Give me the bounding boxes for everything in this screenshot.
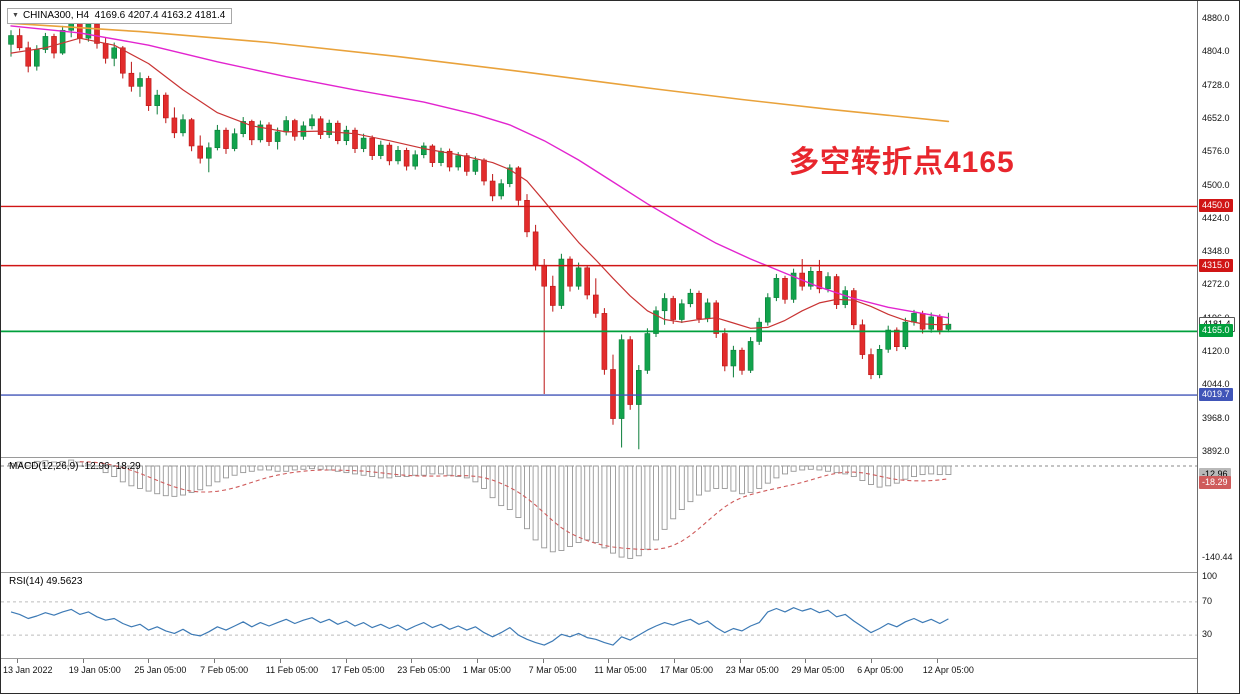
symbol-label-box[interactable]: ▼ CHINA300, H4 4169.6 4207.4 4163.2 4181.… — [7, 8, 233, 24]
time-tick-mark — [214, 659, 216, 663]
time-axis-label: 7 Feb 05:00 — [200, 665, 249, 675]
price-tick-label: 4728.0 — [1202, 79, 1230, 90]
price-tick-label: 4120.0 — [1202, 346, 1230, 357]
time-axis-label: 25 Jan 05:00 — [134, 665, 187, 675]
price-tick-label: 4044.0 — [1202, 379, 1230, 390]
ma-slow-line — [10, 22, 950, 123]
rsi-chart — [1, 601, 1197, 646]
time-tick-mark — [674, 659, 675, 663]
time-tick-mark — [17, 659, 18, 663]
price-tick-label: 4652.0 — [1202, 112, 1230, 123]
candlestick-chart — [1, 18, 1197, 450]
main-chart-pane[interactable]: ▼ CHINA300, H4 4169.6 4207.4 4163.2 4181.… — [1, 1, 1197, 456]
chart-annotation-text: 多空转折点4165 — [789, 146, 1015, 179]
time-tick-mark — [411, 659, 413, 663]
time-axis-label: 13 Jan 2022 — [3, 665, 53, 675]
price-level-tag: 4165.0 — [1199, 324, 1233, 338]
time-axis-label: 6 Apr 05:00 — [857, 665, 904, 675]
price-tick-label: 4424.0 — [1202, 212, 1230, 223]
time-axis-label: 11 Feb 05:00 — [265, 665, 319, 675]
price-level-tag: 4450.0 — [1199, 199, 1233, 213]
symbol-name: CHINA300, H4 — [22, 10, 90, 21]
time-tick-mark — [148, 659, 150, 663]
rsi-tick-label: 100 — [1202, 571, 1218, 581]
price-tick-label: 4576.0 — [1202, 146, 1230, 157]
macd-label: MACD(12,26,9) -12.96 -18.29 — [9, 461, 141, 472]
price-tick-label: 4348.0 — [1202, 246, 1230, 257]
time-axis-label: 1 Mar 05:00 — [462, 665, 511, 675]
macd-indicator-pane[interactable]: MACD(12,26,9) -12.96 -18.29 — [1, 457, 1197, 572]
time-tick-mark — [279, 659, 281, 663]
price-axis[interactable]: 4880.0 4804.0 4728.0 4652.0 4576.0 4500.0 4424… — [1197, 1, 1239, 693]
macd-min-label: -140.44 — [1202, 551, 1233, 562]
rsi-indicator-pane[interactable]: RSI(14) 49.5623 — [1, 572, 1197, 658]
time-tick-mark — [608, 659, 610, 663]
time-tick-mark — [476, 659, 478, 663]
time-tick-mark — [345, 659, 347, 663]
macd-chart — [1, 459, 1197, 559]
time-tick-mark — [82, 659, 84, 663]
time-axis-label: 17 Mar 05:00 — [660, 665, 714, 675]
price-level-tag: 4315.0 — [1199, 258, 1233, 272]
ma-mid-line — [10, 25, 950, 319]
macd-signal-tag: -18.29 — [1199, 476, 1231, 490]
price-level-tag: 4019.7 — [1199, 388, 1233, 402]
ma-fast-line — [10, 37, 950, 329]
time-axis-label: 12 Apr 05:00 — [922, 665, 974, 675]
time-axis[interactable]: 13 Jan 2022 19 Jan 05:00 25 Jan 05:00 7 Feb… — [1, 658, 1197, 693]
rsi-label: RSI(14) 49.5623 — [9, 576, 83, 587]
price-tick-label: 3892.0 — [1202, 446, 1230, 456]
time-axis-label: 7 Mar 05:00 — [528, 665, 577, 675]
rsi-tick-label: 30 — [1202, 629, 1213, 640]
price-tick-label: 4272.0 — [1202, 279, 1230, 290]
time-axis-label: 23 Mar 05:00 — [725, 665, 779, 675]
rsi-tick-label: 70 — [1202, 595, 1213, 606]
time-axis-label: 29 Mar 05:00 — [791, 665, 845, 675]
dropdown-arrow-icon: ▼ — [12, 12, 19, 19]
time-tick-mark — [805, 659, 807, 663]
time-axis-label: 11 Mar 05:00 — [594, 665, 647, 675]
price-tick-label: 4880.0 — [1202, 13, 1230, 23]
price-tick-label: 3968.0 — [1202, 412, 1230, 423]
time-tick-mark — [871, 659, 873, 663]
time-tick-mark — [739, 659, 741, 663]
time-axis-label: 19 Jan 05:00 — [68, 665, 121, 675]
price-tick-label: 4804.0 — [1202, 46, 1230, 57]
time-axis-label: 23 Feb 05:00 — [397, 665, 451, 675]
time-tick-mark — [542, 659, 544, 663]
time-tick-mark — [936, 659, 938, 663]
ohlc-readout: 4169.6 4207.4 4163.2 4181.4 — [94, 10, 226, 21]
price-tick-label: 4500.0 — [1202, 179, 1230, 190]
time-axis-label: 17 Feb 05:00 — [331, 665, 385, 675]
